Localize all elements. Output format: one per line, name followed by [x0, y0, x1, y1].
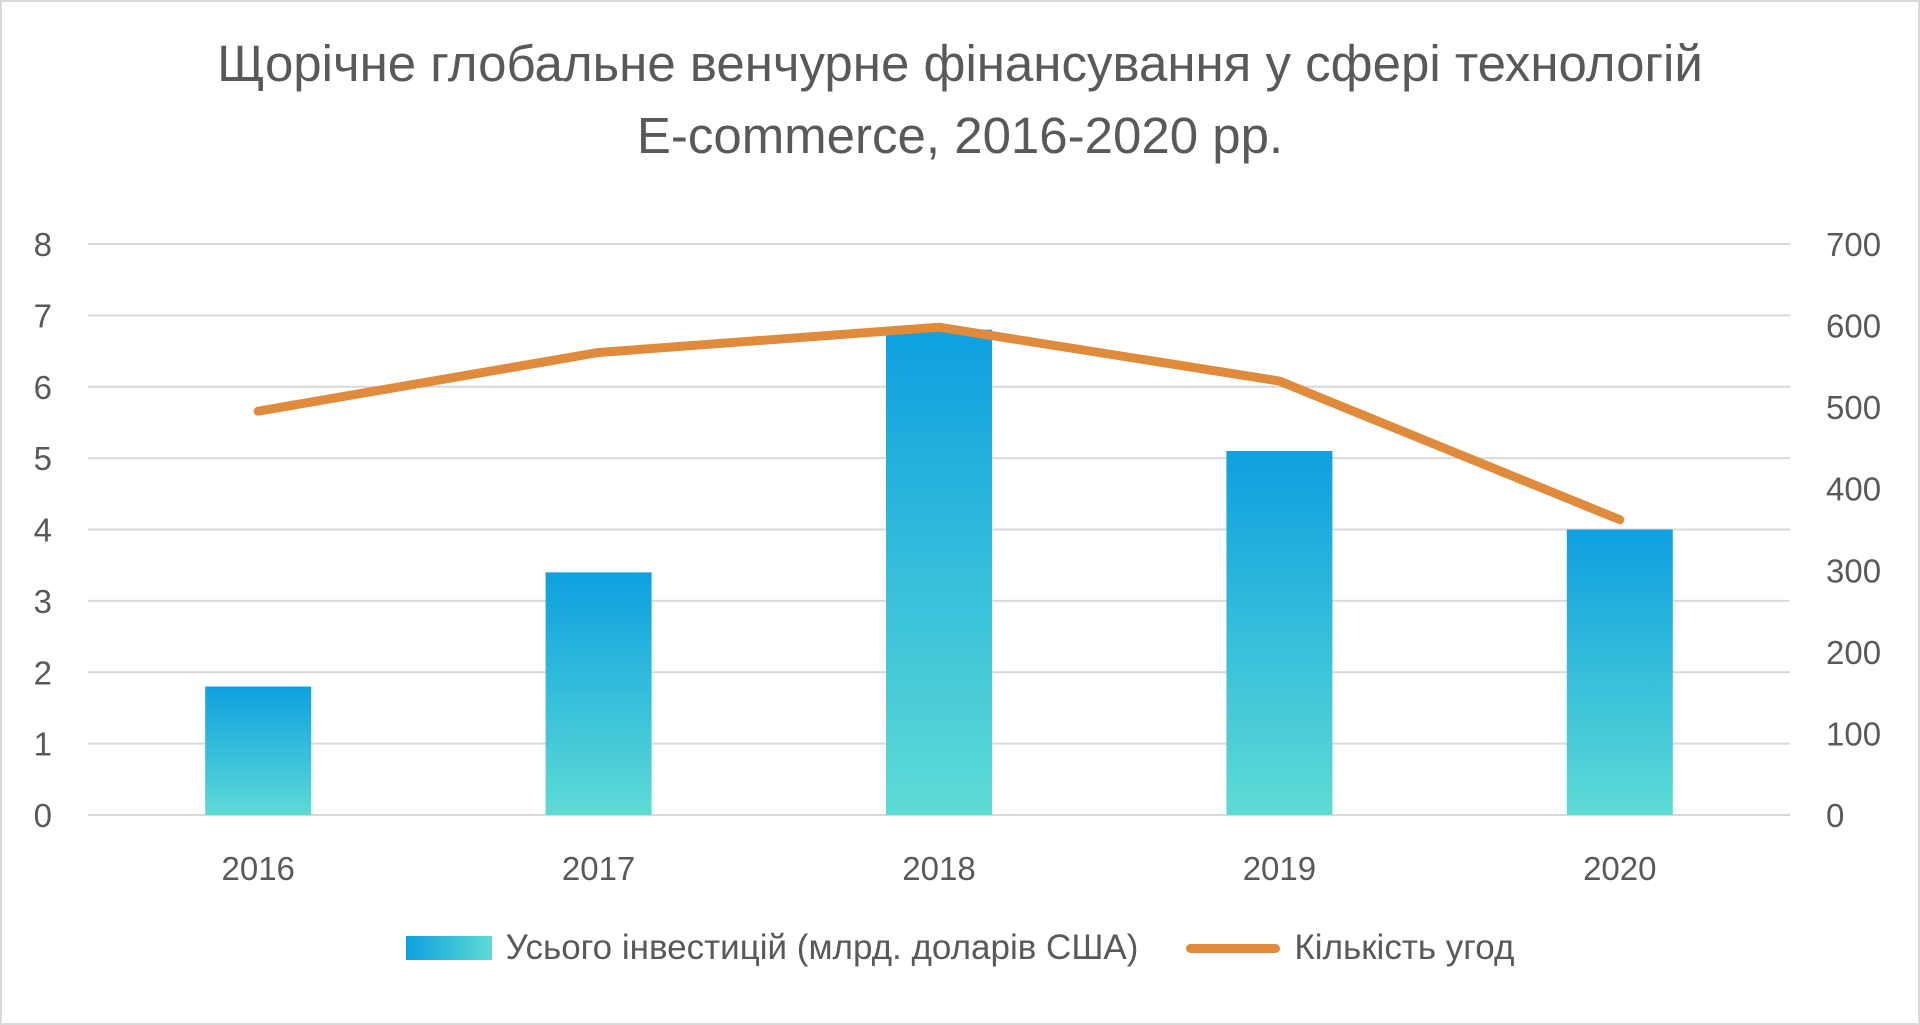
left-tick-label: 4	[34, 512, 52, 549]
x-tick-label: 2017	[562, 850, 635, 887]
bar	[1226, 450, 1333, 815]
x-axis: 2016 2017 2018 2019 2020	[221, 850, 1656, 887]
legend-bar-label: Усього інвестицій (млрд. доларів США)	[505, 928, 1139, 967]
bar	[205, 686, 312, 815]
bar	[1566, 529, 1673, 815]
line-series	[253, 322, 1625, 525]
x-tick-label: 2019	[1243, 850, 1316, 887]
left-axis: 0 1 2 3 4 5 6 7 8	[34, 226, 52, 834]
left-tick-label: 0	[34, 797, 52, 834]
right-tick-label: 200	[1826, 634, 1881, 671]
legend-line-label: Кількість угод	[1294, 928, 1515, 967]
legend-item-deals: Кількість угод	[1186, 928, 1514, 968]
left-tick-label: 7	[34, 297, 52, 334]
legend-item-investments: Усього інвестицій (млрд. доларів США)	[405, 928, 1139, 968]
right-axis: 0 100 200 300 400 500 600 700	[1826, 226, 1881, 834]
right-tick-label: 400	[1826, 471, 1881, 508]
right-tick-label: 100	[1826, 715, 1881, 752]
x-tick-label: 2016	[221, 850, 294, 887]
right-tick-label: 600	[1826, 308, 1881, 345]
left-tick-label: 8	[34, 226, 52, 263]
chart-title-line-2: E-commerce, 2016-2020 рр.	[636, 107, 1284, 164]
chart-title: Щорічне глобальне венчурне фінансування …	[0, 28, 1920, 172]
bar	[545, 572, 652, 815]
right-tick-label: 300	[1826, 552, 1881, 589]
x-tick-label: 2018	[902, 850, 975, 887]
left-tick-label: 1	[34, 726, 52, 763]
left-tick-label: 2	[34, 654, 52, 691]
bar-series	[205, 329, 1673, 815]
chart-title-line-1: Щорічне глобальне венчурне фінансування …	[217, 35, 1703, 92]
right-tick-label: 700	[1826, 226, 1881, 263]
left-tick-label: 5	[34, 440, 52, 477]
left-tick-label: 6	[34, 369, 52, 406]
legend-bar-swatch	[405, 936, 492, 960]
legend: Усього інвестицій (млрд. доларів США) Кі…	[0, 928, 1920, 968]
bar	[886, 329, 992, 815]
left-tick-label: 3	[34, 583, 52, 620]
x-tick-label: 2020	[1583, 850, 1656, 887]
legend-line-swatch	[1186, 943, 1281, 953]
right-tick-label: 500	[1826, 389, 1881, 426]
right-tick-label: 0	[1826, 797, 1844, 834]
